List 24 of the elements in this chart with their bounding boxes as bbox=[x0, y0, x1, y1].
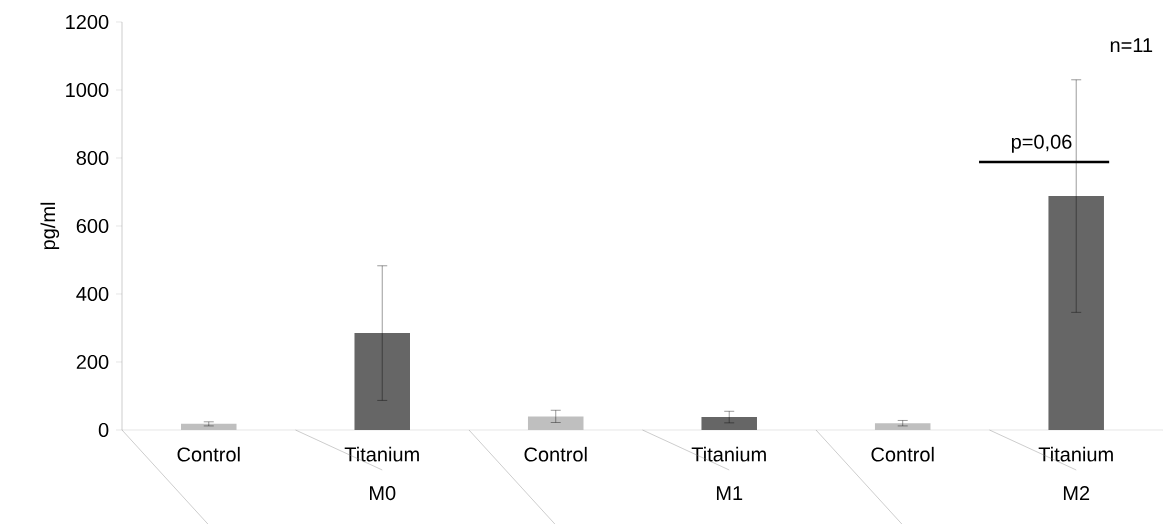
bar bbox=[1048, 196, 1104, 430]
x-tick-label: Titanium bbox=[691, 446, 766, 462]
bar bbox=[874, 423, 931, 430]
text: M2 bbox=[1063, 486, 1090, 500]
y-tick-label: 800 bbox=[76, 150, 109, 166]
x-tick-label: Control bbox=[871, 446, 934, 462]
x-tick-label: Control bbox=[524, 446, 587, 462]
y-tick-label: 200 bbox=[76, 354, 109, 370]
bar bbox=[527, 416, 584, 430]
bar bbox=[701, 417, 757, 430]
annotation: p=0,06 bbox=[1011, 134, 1072, 153]
y-tick-label: 1000 bbox=[66, 82, 109, 98]
text: M1 bbox=[716, 486, 743, 500]
annotation: n=11 bbox=[1110, 38, 1153, 52]
y-tick-label: 1200 bbox=[66, 14, 109, 30]
y-tick-label: 0 bbox=[98, 422, 109, 438]
y-tick-label: 400 bbox=[76, 286, 109, 302]
y-tick-label: 600 bbox=[76, 218, 109, 234]
bar bbox=[181, 423, 237, 430]
x-tick-label: Titanium bbox=[1038, 446, 1113, 462]
x-tick-label: Control bbox=[177, 446, 240, 462]
y-axis-title: pg/ml bbox=[40, 202, 60, 250]
text: M0 bbox=[370, 486, 396, 501]
x-tick-label: Titanium bbox=[344, 446, 419, 462]
